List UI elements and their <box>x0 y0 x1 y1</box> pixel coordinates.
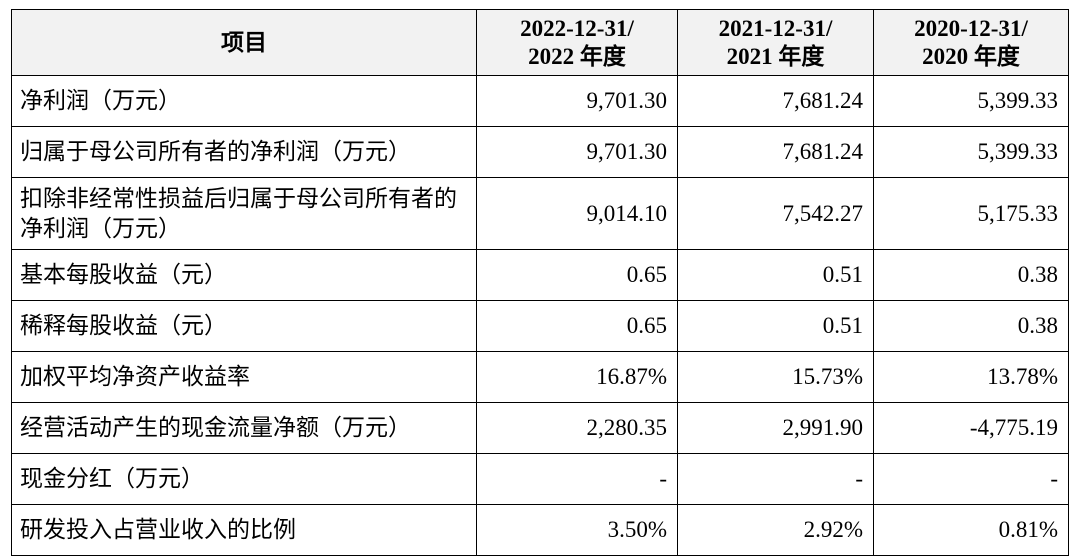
row-label: 现金分红（万元） <box>11 453 477 505</box>
table-row: 稀释每股收益（元） 0.65 0.51 0.38 <box>11 300 1069 352</box>
header-2022: 2022-12-31/ 2022 年度 <box>476 9 678 76</box>
cell-2022: 2,280.35 <box>476 402 678 454</box>
cell-2020: 0.38 <box>873 300 1069 352</box>
header-row: 项目 2022-12-31/ 2022 年度 2021-12-31/ 2021 … <box>11 9 1069 76</box>
row-label: 归属于母公司所有者的净利润（万元） <box>11 126 477 178</box>
header-2021-date: 2021-12-31/ <box>718 15 833 41</box>
cell-2021: - <box>677 453 874 505</box>
cell-2020: 5,399.33 <box>873 75 1069 127</box>
header-item: 项目 <box>11 9 477 76</box>
cell-2020: - <box>873 453 1069 505</box>
cell-2021: 7,681.24 <box>677 126 874 178</box>
cell-2021: 15.73% <box>677 351 874 403</box>
cell-2021: 0.51 <box>677 300 874 352</box>
table-row: 扣除非经常性损益后归属于母公司所有者的净利润（万元） 9,014.10 7,54… <box>11 177 1069 250</box>
cell-2022: 3.50% <box>476 504 678 556</box>
row-label: 经营活动产生的现金流量净额（万元） <box>11 402 477 454</box>
cell-2021: 7,681.24 <box>677 75 874 127</box>
table-row: 研发投入占营业收入的比例 3.50% 2.92% 0.81% <box>11 504 1069 556</box>
cell-2020: 0.81% <box>873 504 1069 556</box>
cell-2022: 9,701.30 <box>476 75 678 127</box>
header-2020: 2020-12-31/ 2020 年度 <box>873 9 1069 76</box>
header-2020-year: 2020 年度 <box>922 43 1020 69</box>
cell-2020: 5,399.33 <box>873 126 1069 178</box>
cell-2022: 9,701.30 <box>476 126 678 178</box>
table-row: 经营活动产生的现金流量净额（万元） 2,280.35 2,991.90 -4,7… <box>11 402 1069 454</box>
header-2022-date: 2022-12-31/ <box>520 15 634 41</box>
row-label: 研发投入占营业收入的比例 <box>11 504 477 556</box>
cell-2020: 5,175.33 <box>873 177 1069 250</box>
cell-2020: -4,775.19 <box>873 402 1069 454</box>
row-label: 加权平均净资产收益率 <box>11 351 477 403</box>
table-row: 基本每股收益（元） 0.65 0.51 0.38 <box>11 249 1069 301</box>
financial-summary-table: 项目 2022-12-31/ 2022 年度 2021-12-31/ 2021 … <box>11 9 1069 556</box>
row-label: 净利润（万元） <box>11 75 477 127</box>
table-row: 加权平均净资产收益率 16.87% 15.73% 13.78% <box>11 351 1069 403</box>
cell-2022: 9,014.10 <box>476 177 678 250</box>
table-row: 净利润（万元） 9,701.30 7,681.24 5,399.33 <box>11 75 1069 127</box>
header-2020-date: 2020-12-31/ <box>914 15 1028 41</box>
cell-2022: - <box>476 453 678 505</box>
cell-2022: 16.87% <box>476 351 678 403</box>
table-row: 现金分红（万元） - - - <box>11 453 1069 505</box>
cell-2021: 2,991.90 <box>677 402 874 454</box>
cell-2022: 0.65 <box>476 249 678 301</box>
cell-2021: 2.92% <box>677 504 874 556</box>
table-row: 归属于母公司所有者的净利润（万元） 9,701.30 7,681.24 5,39… <box>11 126 1069 178</box>
cell-2020: 13.78% <box>873 351 1069 403</box>
header-2021-year: 2021 年度 <box>726 43 825 69</box>
cell-2021: 7,542.27 <box>677 177 874 250</box>
header-2022-year: 2022 年度 <box>528 43 626 69</box>
row-label: 基本每股收益（元） <box>11 249 477 301</box>
row-label: 稀释每股收益（元） <box>11 300 477 352</box>
cell-2021: 0.51 <box>677 249 874 301</box>
cell-2020: 0.38 <box>873 249 1069 301</box>
cell-2022: 0.65 <box>476 300 678 352</box>
row-label: 扣除非经常性损益后归属于母公司所有者的净利润（万元） <box>11 177 477 250</box>
header-2021: 2021-12-31/ 2021 年度 <box>677 9 874 76</box>
